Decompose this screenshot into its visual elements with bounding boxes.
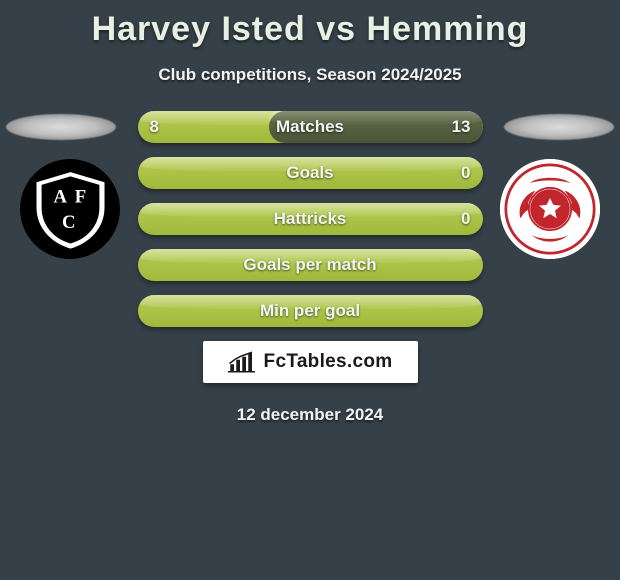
comparison-panel: A F C 813Matches0Goals0HattricksGoals pe…: [0, 111, 620, 425]
chart-bars-icon: [228, 350, 258, 374]
stat-value-left: 8: [150, 111, 159, 143]
date-text: 12 december 2024: [0, 405, 620, 425]
branding-badge: FcTables.com: [203, 341, 418, 383]
shadow-right: [504, 114, 614, 140]
stat-value-right: 0: [461, 157, 470, 189]
stat-bar: 813Matches: [138, 111, 483, 143]
svg-text:A: A: [53, 186, 67, 207]
stat-bar: 0Hattricks: [138, 203, 483, 235]
svg-text:C: C: [61, 212, 75, 233]
stat-bars: 813Matches0Goals0HattricksGoals per matc…: [138, 111, 483, 327]
stat-bar: Goals per match: [138, 249, 483, 281]
stat-bar-label: Min per goal: [138, 295, 483, 327]
stat-value-right: 0: [461, 203, 470, 235]
page-title: Harvey Isted vs Hemming: [0, 0, 620, 49]
stat-bar: 0Goals: [138, 157, 483, 189]
crest-left: A F C: [20, 159, 120, 259]
dragon-crest-icon: [504, 163, 596, 255]
branding-text: FcTables.com: [264, 351, 393, 373]
stat-bar-label: Goals per match: [138, 249, 483, 281]
stat-value-right: 13: [452, 111, 471, 143]
svg-text:F: F: [74, 186, 85, 207]
crest-right: [500, 159, 600, 259]
shadow-left: [6, 114, 116, 140]
stat-bar-label: Hattricks: [138, 203, 483, 235]
stat-bar-label: Goals: [138, 157, 483, 189]
shield-icon: A F C: [28, 167, 113, 252]
stat-bar: Min per goal: [138, 295, 483, 327]
page-subtitle: Club competitions, Season 2024/2025: [0, 65, 620, 85]
stat-bar-right-segment: [269, 111, 483, 143]
